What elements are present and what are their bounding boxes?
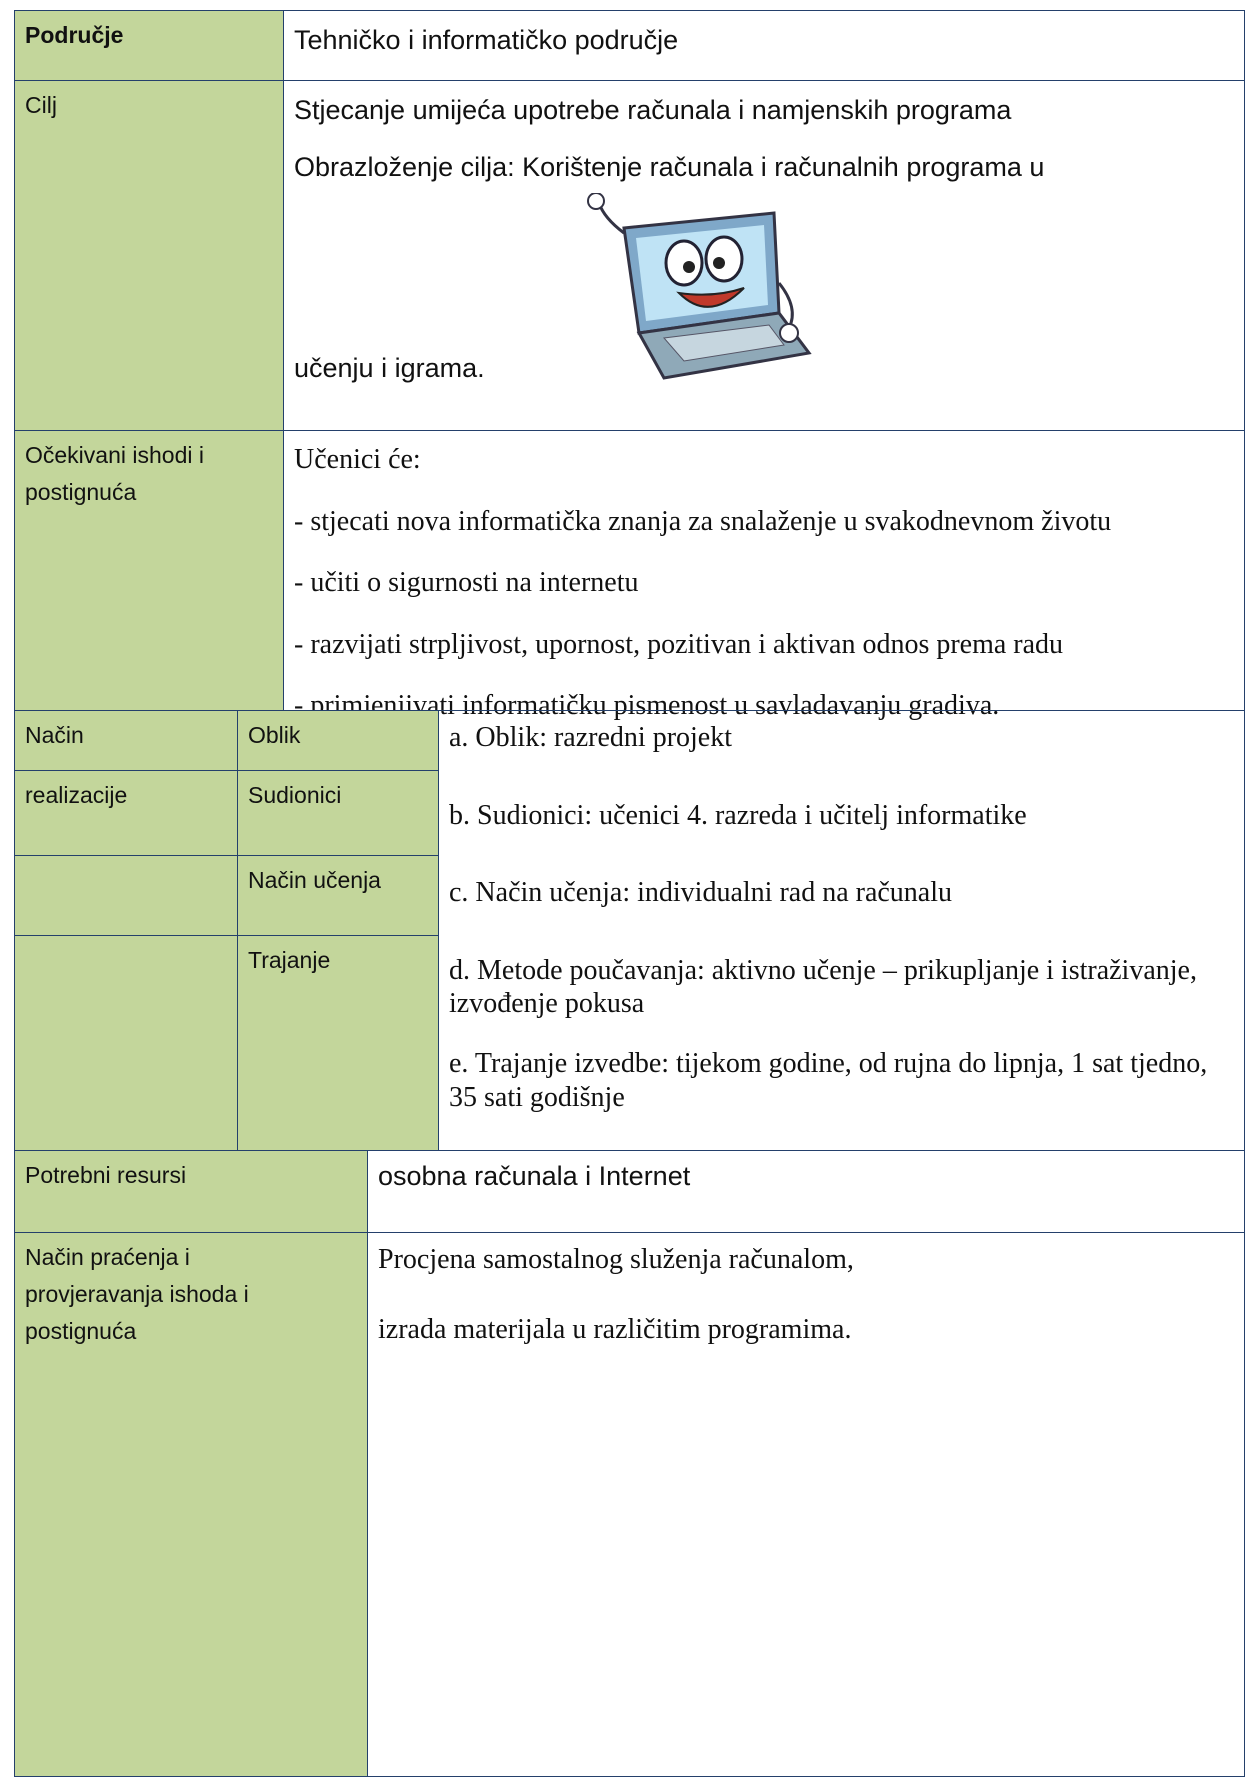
label: Način praćenja i provjeravanja ishoda i … xyxy=(25,1244,249,1344)
label: Cilj xyxy=(25,92,57,118)
label-cell: Način praćenja i provjeravanja ishoda i … xyxy=(14,1232,368,1777)
aspect: Način učenja xyxy=(248,867,381,893)
explanation: Obrazloženje cilja: Korištenje računala … xyxy=(294,152,1045,182)
value: Tehničko i informatičko područje xyxy=(294,25,679,55)
outcome-item: - razvijati strpljivost, upornost, pozit… xyxy=(294,628,1064,660)
detail: c. Način učenja: individualni rad na rač… xyxy=(449,877,953,909)
aspect: Trajanje xyxy=(248,947,331,973)
label-cell: Područje xyxy=(14,10,284,81)
label-cell: realizacije xyxy=(14,770,238,856)
label-cell xyxy=(14,935,238,1151)
value-cell: Tehničko i informatičko područje xyxy=(283,10,1245,81)
laptop-illustration xyxy=(587,193,812,380)
aspect-cell: Trajanje xyxy=(237,935,439,1151)
label-cell: Cilj xyxy=(14,80,284,431)
label: Područje xyxy=(25,22,124,48)
goal: Stjecanje umijeća upotrebe računala i na… xyxy=(294,95,1012,125)
intro: Učenici će: xyxy=(294,444,421,475)
value-cell: Procjena samostalnog služenja računalom,… xyxy=(367,1232,1245,1777)
value-cell: Stjecanje umijeća upotrebe računala i na… xyxy=(283,80,1245,431)
outcome-item: - stjecati nova informatička znanja za s… xyxy=(294,505,1112,537)
explanation: učenju i igrama. xyxy=(294,353,485,383)
label: Potrebni resursi xyxy=(25,1162,187,1188)
label-cell xyxy=(14,855,238,936)
label: Način xyxy=(25,722,84,748)
value-cell: osobna računala i Internet xyxy=(367,1150,1245,1233)
value-cell: a. Oblik: razredni projekt b. Sudionici: … xyxy=(438,710,1245,1151)
aspect-cell: Oblik xyxy=(237,710,439,771)
aspect-cell: Način učenja xyxy=(237,855,439,936)
value: osobna računala i Internet xyxy=(378,1161,691,1191)
aspect: Sudionici xyxy=(248,782,342,808)
label: Očekivani ishodi i postignuća xyxy=(25,442,204,505)
aspect: Oblik xyxy=(248,722,301,748)
label-cell: Način xyxy=(14,710,238,771)
detail: e. Trajanje izvedbe: tijekom godine, od … xyxy=(449,1047,1208,1113)
label-cell: Potrebni resursi xyxy=(14,1150,368,1233)
detail: d. Metode poučavanja: aktivno učenje – p… xyxy=(449,954,1197,1020)
monitoring-line: Procjena samostalnog služenja računalom, xyxy=(378,1244,854,1275)
detail: b. Sudionici: učenici 4. razreda i učite… xyxy=(449,799,1027,831)
monitoring-line: izrada materijala u različitim programim… xyxy=(378,1313,852,1345)
label-cell: Očekivani ishodi i postignuća xyxy=(14,430,284,711)
aspect-cell: Sudionici xyxy=(237,770,439,856)
label: realizacije xyxy=(25,782,128,808)
value-cell: Učenici će: - stjecati nova informatička… xyxy=(283,430,1245,721)
detail: a. Oblik: razredni projekt xyxy=(449,722,733,753)
outcome-item: - učiti o sigurnosti na internetu xyxy=(294,567,639,599)
